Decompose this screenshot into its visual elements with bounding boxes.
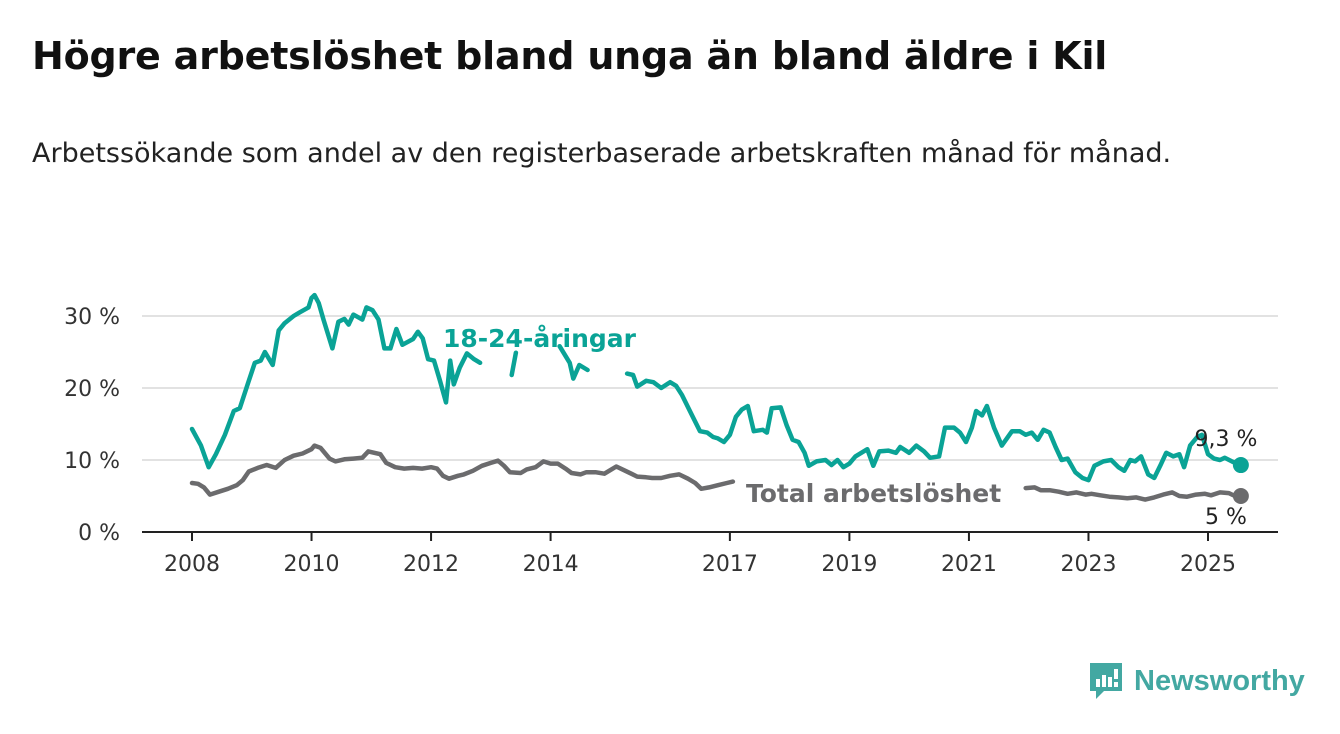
x-tick-label: 2017 (702, 552, 758, 577)
series-endpoint-youth (1232, 457, 1249, 474)
annotations: 18-24-åringar Total arbetslöshet 9,3 % 5 % (443, 324, 1257, 530)
x-tick-label: 2021 (941, 552, 997, 577)
newsworthy-brand: Newsworthy (1088, 658, 1305, 704)
series-line-total (189, 443, 1244, 502)
series-label-youth: 18-24-åringar (443, 324, 637, 353)
newsworthy-logo-icon (1090, 663, 1122, 699)
x-tick-label: 2012 (403, 552, 459, 577)
series-label-total: Total arbetslöshet (746, 479, 1001, 508)
x-tick-label: 2025 (1180, 552, 1236, 577)
gridlines (142, 315, 1278, 461)
series-line-youth (189, 292, 1244, 483)
chart-title: Högre arbetslöshet bland unga än bland ä… (32, 34, 1108, 78)
y-tick-label: 10 % (64, 449, 120, 474)
brand-name: Newsworthy (1134, 664, 1305, 697)
chart-subtitle: Arbetssökande som andel av den registerb… (32, 138, 1172, 169)
x-tick-label: 2008 (164, 552, 220, 577)
x-axis: 2008 2010 2012 2014 2017 2019 2021 2023 2025 (142, 531, 1278, 577)
y-tick-label: 30 % (64, 305, 120, 330)
x-tick-label: 2023 (1060, 552, 1116, 577)
series-lines (189, 292, 1249, 504)
x-tick-label: 2019 (821, 552, 877, 577)
end-value-label-total: 5 % (1205, 505, 1247, 530)
line-chart: 0 % 10 % 20 % 30 % 2008 2010 2012 2014 2017 2019… (64, 292, 1278, 577)
end-value-label-youth: 9,3 % (1195, 427, 1258, 452)
y-tick-label: 0 % (78, 521, 120, 546)
x-tick-label: 2014 (523, 552, 579, 577)
x-tick-label: 2010 (284, 552, 340, 577)
y-axis-labels: 0 % 10 % 20 % 30 % (64, 305, 120, 546)
y-tick-label: 20 % (64, 377, 120, 402)
series-endpoint-total (1232, 488, 1249, 504)
